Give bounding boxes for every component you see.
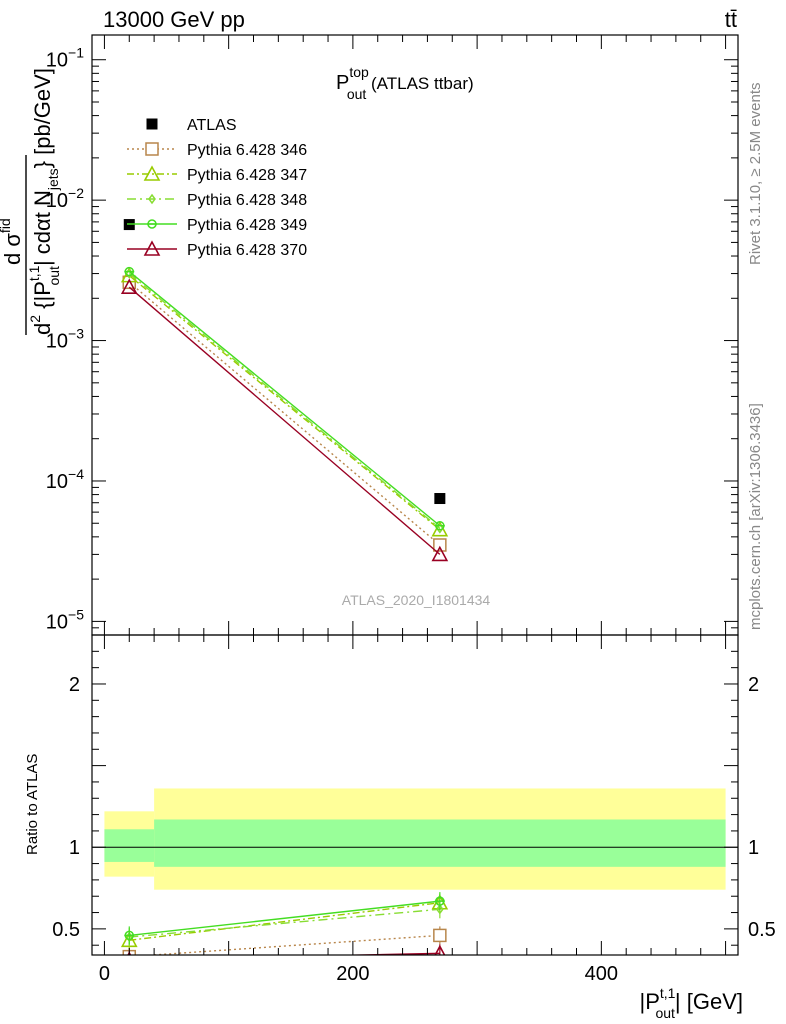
- main-series-4-point-0: [120, 278, 138, 294]
- main-series-line-0: [128, 281, 441, 546]
- main-series-4-point-1: [431, 545, 449, 562]
- ratio-series-line-1: [129, 902, 440, 942]
- main-series-line-4: [128, 286, 441, 555]
- main-y-axis-label: d2 {|Pt,1 out| cdαt Njets} [pb/GeV] d σfi…: [0, 68, 62, 335]
- ratio-y-axis-label: Ratio to ATLAS: [24, 754, 41, 855]
- legend: ATLAS Pythia 6.428 346 Pythia 6.428 347 Pyt…: [127, 117, 307, 259]
- main-series-line-1: [128, 275, 441, 531]
- ratio-stat-band-1: [154, 819, 726, 867]
- ratio-series-1-point-0: [120, 931, 138, 948]
- x-axis-label: |Pt,1 out| [GeV]: [639, 985, 743, 1021]
- ratio-series-4-point-1: [434, 944, 446, 955]
- x-tick-label-0: 0: [99, 963, 110, 985]
- main-series-0-point-1: [433, 538, 447, 552]
- ratio-series-line-4: [328, 952, 440, 955]
- main-y-tick-label-3: 10−4: [46, 466, 84, 493]
- main-series-1-point-1: [431, 520, 449, 537]
- ratio-y-tick-label-right-1: 1: [748, 837, 759, 859]
- legend-label-4: Pythia 6.428 370: [187, 242, 307, 259]
- ratio-series-line-2: [129, 908, 440, 938]
- legend-marker-2: [148, 193, 156, 205]
- ratio-series-0-point-1: [433, 928, 447, 943]
- header-right: tt̄: [725, 7, 737, 32]
- ratio-y-tick-label-1: 1: [69, 837, 80, 859]
- axes-layer: 10−1 10−2 10−3 10−4 10−5 0.5 0.5 1 1 2 2 0 200 400: [46, 34, 776, 985]
- ratio-series-line-3: [129, 900, 440, 937]
- legend-atlas-marker: [146, 118, 158, 130]
- legend-marker-0: [145, 142, 159, 156]
- legend-marker-1: [143, 165, 161, 181]
- main-y-tick-label-1: 10−2: [46, 185, 84, 212]
- atlas-data-point-1: [434, 493, 446, 505]
- ratio-series-2-point-1: [435, 904, 444, 915]
- analysis-watermark: ATLAS_2020_I1801434: [342, 592, 491, 608]
- ratio-series-line-0: [142, 934, 440, 955]
- ratio-stat-band-0: [104, 829, 155, 862]
- svg-text:d σfid: d σfid: [0, 218, 25, 265]
- legend-atlas-label: ATLAS: [187, 117, 237, 134]
- legend-label-1: Pythia 6.428 347: [187, 167, 307, 184]
- ratio-uncertainty-bands: [92, 788, 738, 890]
- legend-marker-4: [143, 240, 161, 256]
- legend-label-0: Pythia 6.428 346: [187, 142, 307, 159]
- ratio-y-tick-label-right-0: 0.5: [748, 919, 776, 941]
- ratio-series-layer: [120, 892, 449, 955]
- legend-label-2: Pythia 6.428 348: [187, 192, 307, 209]
- x-tick-label-1: 200: [336, 963, 369, 985]
- main-series-line-2: [128, 273, 441, 529]
- main-series-layer: [120, 219, 449, 562]
- header-left: 13000 GeV pp: [103, 7, 245, 32]
- ratio-y-tick-label-0: 0.5: [52, 919, 80, 941]
- main-y-tick-label-0: 10−1: [46, 45, 84, 72]
- main-series-2-point-1: [435, 523, 444, 534]
- ratio-y-tick-label-right-2: 2: [748, 674, 759, 696]
- main-y-tick-label-4: 10−5: [46, 606, 84, 633]
- main-plot-title: Ptop out (ATLAS ttbar): [336, 64, 474, 102]
- main-series-line-3: [128, 271, 441, 527]
- legend-label-3: Pythia 6.428 349: [187, 217, 307, 234]
- rivet-label: Rivet 3.1.10, ≥ 2.5M events: [747, 83, 764, 266]
- ratio-y-tick-label-2: 2: [69, 674, 80, 696]
- mcplots-label: mcplots.cern.ch [arXiv:1306.3436]: [747, 403, 764, 630]
- x-tick-label-2: 400: [585, 963, 618, 985]
- main-y-tick-label-2: 10−3: [46, 326, 84, 353]
- ratio-plot-frame: [91, 634, 739, 956]
